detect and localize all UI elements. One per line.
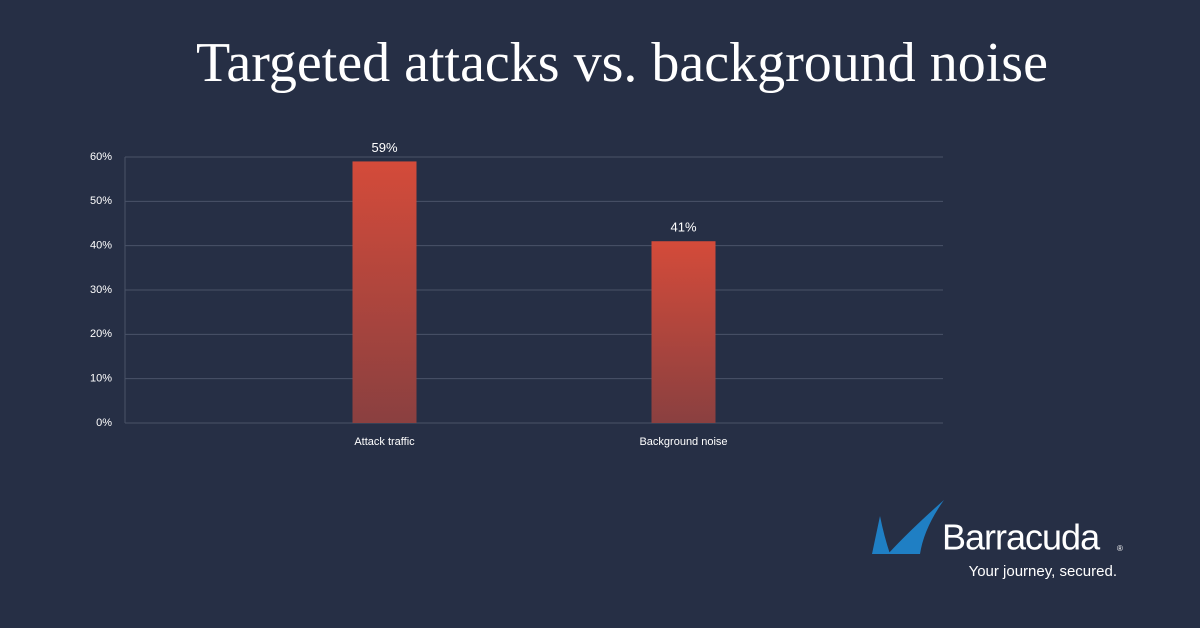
bar [352, 161, 417, 423]
chart-title: Targeted attacks vs. background noise [196, 32, 1048, 94]
x-tick-label: Attack traffic [354, 436, 415, 448]
logo-name: Barracuda [942, 517, 1101, 558]
y-tick-label: 20% [90, 328, 112, 340]
y-tick-label: 30% [90, 284, 112, 296]
logo: Barracuda ® Your journey, secured. [872, 500, 1123, 580]
bar [651, 241, 716, 423]
logo-fin [888, 500, 944, 554]
y-tick-label: 50% [90, 195, 112, 207]
logo-tagline: Your journey, secured. [969, 563, 1117, 580]
logo-fin [872, 516, 890, 554]
y-tick-label: 0% [96, 417, 112, 429]
y-tick-label: 10% [90, 373, 112, 385]
value-label: 41% [670, 220, 696, 235]
x-tick-label: Background noise [639, 436, 727, 448]
logo-mark: ® [1117, 544, 1123, 553]
y-tick-label: 60% [90, 151, 112, 163]
y-tick-label: 40% [90, 240, 112, 252]
value-label: 59% [371, 140, 397, 155]
